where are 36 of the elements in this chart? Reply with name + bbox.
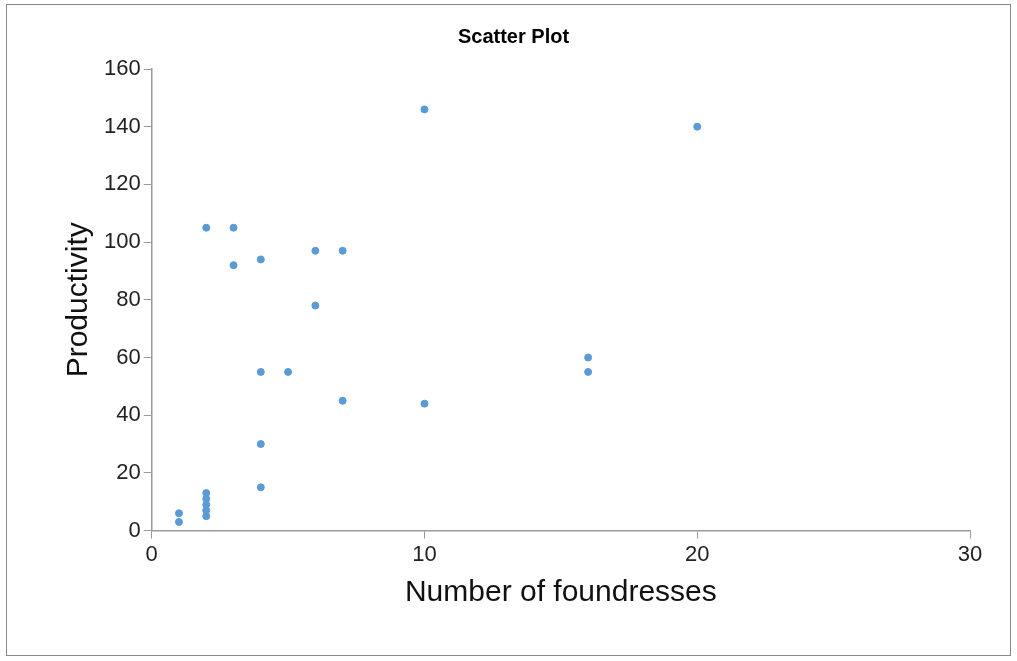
x-axis-title: Number of foundresses <box>404 574 717 608</box>
point <box>256 255 265 264</box>
y-tick-label: 160 <box>103 55 141 81</box>
point <box>256 440 265 449</box>
point <box>311 246 320 255</box>
point <box>338 246 347 255</box>
point <box>420 399 429 408</box>
point <box>420 105 429 114</box>
point <box>584 367 593 376</box>
y-tick-label: 140 <box>103 112 141 138</box>
y-tick-label: 60 <box>116 343 141 369</box>
point <box>256 483 265 492</box>
point <box>338 396 347 405</box>
point <box>693 122 702 131</box>
y-tick-label: 40 <box>116 401 141 427</box>
point <box>311 301 320 310</box>
point <box>202 512 211 521</box>
point <box>229 223 238 232</box>
x-tick-label: 0 <box>145 540 158 566</box>
x-tick-label: 10 <box>412 540 437 566</box>
y-axis-title: Productivity <box>60 222 94 378</box>
x-tick-label: 30 <box>957 540 983 566</box>
point <box>256 367 265 376</box>
point <box>202 223 211 232</box>
point <box>584 353 593 362</box>
y-tick-label: 100 <box>103 228 141 254</box>
y-tick-label: 20 <box>116 458 141 484</box>
y-tick-label: 0 <box>128 516 141 542</box>
point <box>174 517 183 526</box>
chart-title: Scatter Plot <box>457 24 570 47</box>
y-tick-label: 120 <box>103 170 141 196</box>
point <box>229 261 238 270</box>
x-tick-label: 20 <box>684 540 710 566</box>
point <box>284 367 293 376</box>
y-tick-label: 80 <box>116 285 141 311</box>
point <box>174 509 183 518</box>
